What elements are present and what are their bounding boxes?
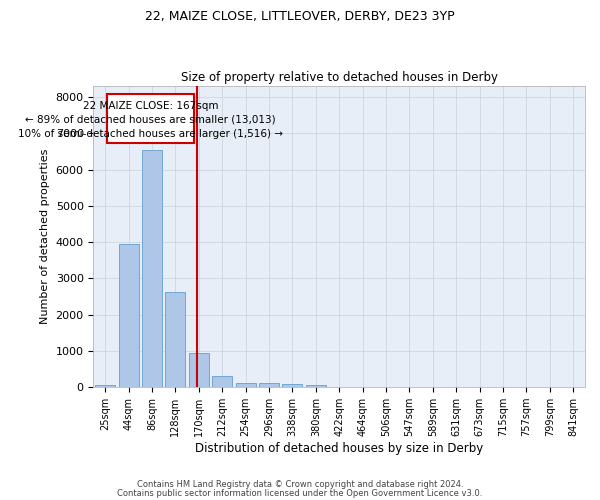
Bar (119, 244, 139, 387)
Bar (212, 376, 232, 387)
Text: Contains public sector information licensed under the Open Government Licence v3: Contains public sector information licen… (118, 488, 482, 498)
Bar (306, 385, 326, 387)
Text: 22 MAIZE CLOSE: 167sqm: 22 MAIZE CLOSE: 167sqm (83, 100, 218, 110)
Bar (95, 384, 115, 387)
Text: 10% of semi-detached houses are larger (1,516) →: 10% of semi-detached houses are larger (… (18, 128, 283, 138)
Title: Size of property relative to detached houses in Derby: Size of property relative to detached ho… (181, 70, 498, 84)
X-axis label: Distribution of detached houses by size in Derby: Distribution of detached houses by size … (195, 442, 484, 455)
Bar (236, 383, 256, 387)
Bar (166, 292, 185, 387)
Bar (283, 384, 302, 387)
Bar (189, 353, 209, 387)
Y-axis label: Number of detached properties: Number of detached properties (40, 149, 50, 324)
Bar (259, 383, 279, 387)
Text: ← 89% of detached houses are smaller (13,013): ← 89% of detached houses are smaller (13… (25, 114, 276, 124)
FancyBboxPatch shape (107, 94, 194, 143)
Text: Contains HM Land Registry data © Crown copyright and database right 2024.: Contains HM Land Registry data © Crown c… (137, 480, 463, 489)
Bar (142, 150, 162, 387)
Text: 22, MAIZE CLOSE, LITTLEOVER, DERBY, DE23 3YP: 22, MAIZE CLOSE, LITTLEOVER, DERBY, DE23… (145, 10, 455, 23)
